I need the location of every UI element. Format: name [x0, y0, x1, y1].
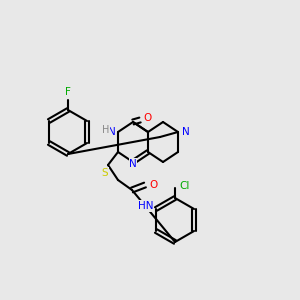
- Text: O: O: [144, 113, 152, 123]
- Text: HN: HN: [138, 201, 154, 211]
- Text: Cl: Cl: [180, 181, 190, 191]
- Text: H: H: [102, 125, 110, 135]
- Text: S: S: [102, 168, 108, 178]
- Text: N: N: [129, 159, 137, 169]
- Text: O: O: [149, 180, 157, 190]
- Text: N: N: [182, 127, 190, 137]
- Text: F: F: [65, 87, 71, 97]
- Text: N: N: [108, 127, 116, 137]
